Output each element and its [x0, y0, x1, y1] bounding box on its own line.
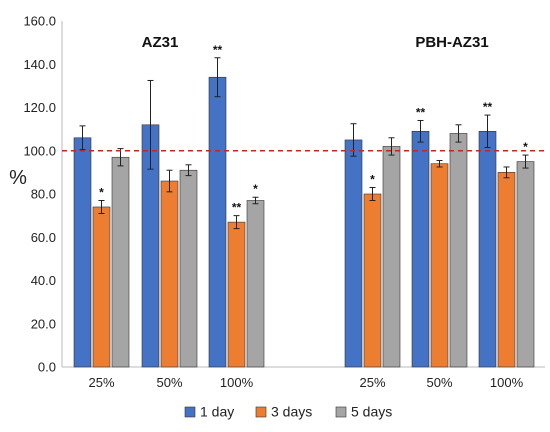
bar-1-day-1-0: [344, 139, 363, 368]
x-tick-label-1-0: 25%: [359, 375, 385, 390]
bar-3-days-0-1: [160, 180, 179, 368]
significance-marker-1-0-2: **: [232, 201, 242, 215]
x-tick-label-1-2: 100%: [490, 375, 524, 390]
bar-3-days-1-0: [363, 193, 382, 368]
bar-3-days-1-1: [430, 163, 449, 368]
significance-marker-2-0-2: *: [253, 182, 258, 196]
y-tick-label-1: 20.0: [31, 316, 56, 331]
legend-swatch-1: [255, 406, 267, 418]
y-tick-label-7: 140.0: [23, 57, 56, 72]
legend-label-0: 1 day: [200, 404, 234, 420]
bar-5-days-0-0: [111, 156, 130, 368]
significance-marker-0-0-2: **: [213, 43, 223, 57]
y-tick-label-4: 80.0: [31, 187, 56, 202]
significance-marker-0-1-1: **: [416, 105, 426, 119]
significance-marker-2-1-2: *: [523, 140, 528, 154]
y-tick-label-5: 100.0: [23, 143, 56, 158]
bar-3-days-0-0: [92, 206, 111, 368]
bar-5-days-1-2: [516, 161, 535, 368]
y-tick-label-8: 160.0: [23, 14, 56, 29]
bar-5-days-0-1: [179, 169, 198, 368]
bar-1-day-0-2: [208, 76, 227, 368]
bar-3-days-1-2: [497, 172, 516, 368]
group-title-1: PBH-AZ31: [415, 34, 488, 51]
y-axis-label: %: [9, 167, 27, 189]
legend-label-2: 5 days: [351, 404, 392, 420]
legend-label-1: 3 days: [271, 404, 312, 420]
y-tick-label-0: 0.0: [38, 360, 56, 375]
bar-3-days-0-2: [227, 221, 246, 368]
bar-5-days-1-0: [382, 146, 401, 368]
legend-swatch-0: [184, 406, 196, 418]
x-tick-label-0-0: 25%: [88, 375, 114, 390]
bar-5-days-0-2: [246, 200, 265, 368]
bar-5-days-1-1: [449, 133, 468, 368]
significance-marker-0-1-2: **: [483, 100, 493, 114]
bar-1-day-1-1: [411, 130, 430, 368]
group-title-0: AZ31: [142, 34, 179, 51]
y-tick-label-2: 40.0: [31, 273, 56, 288]
x-tick-label-0-2: 100%: [220, 375, 254, 390]
x-tick-label-0-1: 50%: [156, 375, 182, 390]
legend-swatch-2: [335, 406, 347, 418]
bar-1-day-0-0: [73, 137, 92, 368]
x-tick-label-1-1: 50%: [426, 375, 452, 390]
significance-marker-1-0-0: *: [99, 185, 104, 199]
bar-1-day-1-2: [478, 130, 497, 368]
significance-marker-1-1-0: *: [370, 173, 375, 187]
y-tick-label-6: 120.0: [23, 100, 56, 115]
y-tick-label-3: 60.0: [31, 230, 56, 245]
